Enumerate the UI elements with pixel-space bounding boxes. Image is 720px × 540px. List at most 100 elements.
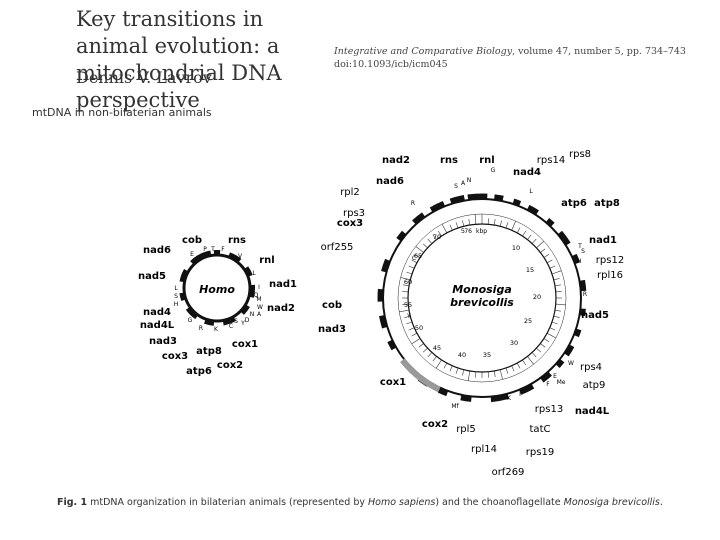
monosiga-gene-labels: nad2 rns rnl rps14 rps8 nad6 nad4 rpl2 atp6 atp8 r…: [318, 149, 624, 478]
homo-trna-Y: Y: [240, 320, 245, 327]
scale-tick: [549, 327, 556, 331]
monosiga-gene-nad3: nad3: [318, 324, 346, 335]
homo-gene-block: [228, 252, 242, 262]
scale-tick: [455, 222, 459, 229]
homo-gene-labels: cob rns nad6 rnl nad5 nad1 nad2 nad4 nad4L nad3 co…: [138, 235, 297, 377]
scale-unit: kbp: [476, 228, 487, 235]
scale-tick: [554, 284, 561, 287]
homo-gene-nad4: nad4: [143, 307, 171, 318]
homo-trna-N: N: [250, 311, 255, 318]
scale-tick: [531, 352, 537, 358]
monosiga-trna-A: A: [461, 180, 466, 187]
homo-gene-blocks: [179, 249, 256, 326]
monosiga-gene-cox3: cox3: [337, 218, 363, 229]
scale-tick-label-65: 65: [414, 252, 422, 260]
scale-tick: [554, 309, 561, 312]
monosiga-gene-block: [519, 384, 535, 395]
scale-tick: [549, 265, 556, 269]
monosiga-trna-L: L: [529, 188, 533, 195]
monosiga-trna-R: R: [411, 200, 415, 207]
scale-tick: [551, 270, 562, 275]
homo-gene-nad1: nad1: [269, 279, 297, 290]
scale-tick: [427, 238, 433, 244]
scale-tick: [399, 309, 410, 313]
scale-tick: [516, 362, 521, 369]
scale-tick: [437, 230, 442, 237]
monosiga-trna-C: C: [412, 255, 416, 262]
monosiga-gene-rps12: rps12: [596, 255, 624, 266]
scale-tick: [493, 370, 496, 377]
caption-text-2: ) and the choanoflagellate: [435, 497, 564, 508]
homo-gene-cox2: cox2: [217, 360, 243, 371]
monosiga-trna-E: E: [553, 373, 557, 380]
monosiga-gene-block: [432, 201, 445, 211]
homo-gene-nad2: nad2: [267, 303, 295, 314]
homo-gene-block: [241, 304, 250, 315]
homo-trna-W: W: [257, 304, 263, 311]
scale-tick: [546, 332, 557, 339]
scale-tick: [475, 371, 477, 378]
monosiga-gene-cox1: cox1: [380, 377, 406, 388]
scale-tick: [467, 370, 471, 381]
monosiga-trna-Y: Y: [406, 313, 411, 320]
homo-gene-nad5: nad5: [138, 271, 166, 282]
monosiga-gene-block: [545, 217, 555, 227]
homo-trna-F: F: [221, 246, 225, 253]
homo-label: Homo: [199, 283, 235, 296]
homo-trna-A: A: [257, 311, 262, 318]
scale-tick: [540, 343, 546, 348]
monosiga-gene-rpl16: rpl16: [597, 270, 623, 281]
monosiga-gene-rpl5: rpl5: [456, 424, 476, 435]
monosiga-gene-atp9: atp9: [583, 380, 606, 391]
scale-tick: [540, 248, 546, 253]
scale-tick: [400, 277, 411, 281]
homo-gene-block: [249, 284, 256, 298]
monosiga-gene-nad4L: nad4L: [575, 406, 610, 417]
homo-gene-cox1: cox1: [232, 339, 258, 350]
monosiga-trna-Mf: Mf: [451, 403, 459, 410]
monosiga-gene-rps8: rps8: [569, 149, 591, 160]
homo-gene-block: [204, 319, 215, 326]
caption-species-2: Monosiga brevicollis: [563, 497, 660, 508]
monosiga-gene-block: [412, 212, 425, 225]
scale-tick: [418, 343, 424, 348]
scale-tick: [499, 369, 503, 380]
monosiga-gene-atp8: atp8: [594, 198, 620, 209]
monosiga-gene-rns: rns: [440, 155, 458, 166]
scale-tick: [455, 367, 459, 374]
scale-tick: [505, 222, 509, 229]
scale-tick: [499, 220, 502, 227]
section-heading: mtDNA in non-bilaterian animals: [32, 106, 212, 119]
monosiga-gene-nad5: nad5: [581, 310, 609, 321]
scale-tick: [402, 303, 409, 305]
scale-tick-label-20: 20: [533, 293, 541, 301]
scale-tick: [474, 214, 477, 225]
monosiga-gene-rpl14: rpl14: [471, 444, 497, 455]
scale-tick: [404, 315, 411, 318]
scale-tick-label-76: 76: [464, 228, 472, 235]
scale-tick: [551, 321, 558, 325]
scale-tick: [406, 321, 413, 325]
monosiga-trna-K: K: [507, 395, 512, 402]
homo-trna-P: P: [203, 246, 207, 253]
monosiga-gene-block: [572, 253, 581, 264]
homo-gene-atp8: atp8: [196, 346, 222, 357]
scale-tick: [422, 243, 428, 249]
homo-trna-V: V: [238, 253, 243, 260]
caption-species-1: Homo sapiens: [368, 497, 436, 508]
scale-tick-label-5: 5: [461, 227, 465, 235]
monosiga-trna-Me: Me: [557, 379, 566, 386]
scale-tick: [511, 220, 516, 231]
homo-gene-rnl: rnl: [259, 255, 274, 266]
homo-trna-S: S: [234, 318, 238, 325]
scale-tick: [536, 347, 542, 353]
scale-tick: [422, 347, 428, 353]
scale-tick: [403, 284, 410, 287]
monosiga-gene-block: [396, 230, 406, 241]
homo-gene-rns: rns: [228, 235, 246, 246]
homo-trna-I: I: [258, 284, 260, 291]
scale-tick: [527, 356, 534, 365]
monosiga-gene-orf255: orf255: [321, 242, 354, 253]
scale-tick: [449, 365, 453, 372]
scale-tick-label-30: 30: [510, 339, 518, 347]
